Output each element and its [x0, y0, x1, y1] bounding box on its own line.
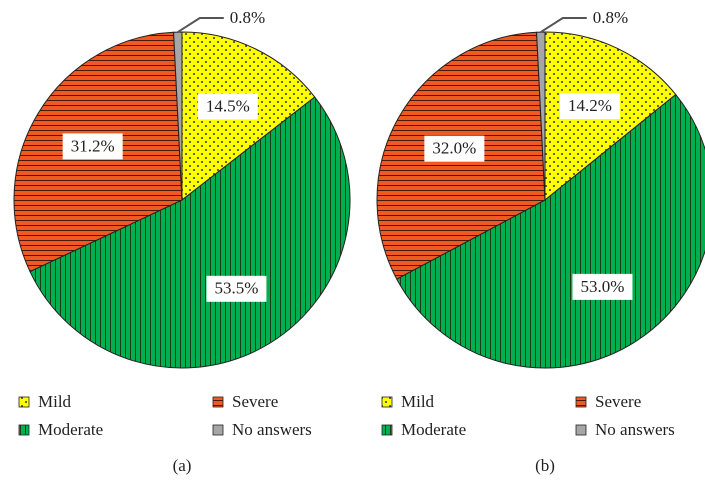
value-label: 14.5% [206, 96, 250, 115]
value-label: 14.2% [568, 96, 612, 115]
value-label: 53.0% [580, 277, 624, 296]
label-box [62, 133, 123, 160]
leader-line [540, 17, 587, 33]
value-label: 0.8% [593, 8, 628, 27]
legend-label: Severe [595, 392, 641, 411]
legend-marker [18, 424, 30, 436]
value-label: 53.5% [214, 279, 258, 298]
caption: (b) [535, 456, 555, 475]
label-box [206, 275, 267, 302]
pie-slice [29, 96, 351, 369]
label-box [559, 93, 620, 120]
legend-label: No answers [595, 420, 675, 439]
legend-marker [18, 396, 30, 408]
leader-line [177, 17, 224, 33]
legend-label: Mild [401, 392, 435, 411]
legend-marker [381, 424, 393, 436]
legend-marker [575, 396, 587, 408]
legend-label: No answers [232, 420, 312, 439]
legend-label: Mild [38, 392, 72, 411]
label-box [424, 135, 485, 162]
legend-marker [575, 424, 587, 436]
caption: (a) [173, 456, 192, 475]
value-label: 32.0% [432, 139, 476, 158]
value-label: 0.8% [230, 8, 265, 27]
legend-label: Severe [232, 392, 278, 411]
value-label: 31.2% [71, 136, 115, 155]
legend-marker [212, 396, 224, 408]
legend-label: Moderate [38, 420, 103, 439]
legend-marker [381, 396, 393, 408]
legend-label: Moderate [401, 420, 466, 439]
label-box [197, 93, 258, 120]
legend-marker [212, 424, 224, 436]
label-box [572, 273, 633, 300]
pie-slice [536, 31, 546, 201]
